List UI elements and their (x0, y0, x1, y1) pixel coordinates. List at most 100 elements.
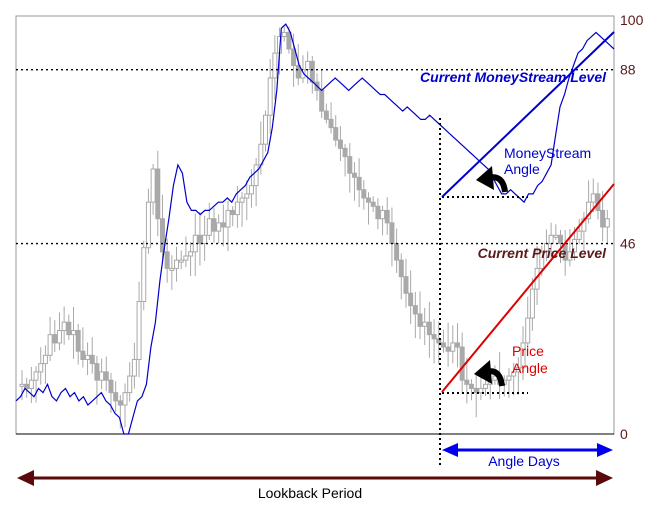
candle (42, 345, 48, 384)
candle-body (347, 156, 353, 174)
candle-body (553, 234, 559, 238)
candle (389, 207, 395, 267)
candle (267, 59, 273, 134)
candle (56, 312, 62, 351)
candle-body (506, 375, 512, 381)
angle-days-arrow (442, 443, 613, 457)
candle (347, 143, 353, 193)
candle (412, 292, 418, 339)
candle-body (71, 330, 77, 336)
candle (295, 43, 301, 86)
candle-body (56, 330, 62, 344)
candle-body (267, 77, 273, 116)
series-line-moneystream (15, 23, 615, 435)
current-moneystream-level-label: Current MoneyStream Level (420, 69, 607, 85)
candle-body (511, 371, 517, 377)
candle-body (586, 201, 592, 220)
lookback-period-label: Lookback Period (258, 485, 362, 501)
candle-body (216, 222, 222, 232)
candle (319, 69, 325, 119)
moneystream-angle-label-line1: MoneyStream (504, 145, 591, 161)
candle-body (520, 342, 526, 369)
candle-body (145, 201, 151, 249)
candle (24, 377, 30, 398)
candle-body (473, 387, 479, 394)
price-angle-label-line1: Price (512, 343, 544, 359)
candle-body (206, 218, 212, 236)
candle-body (342, 147, 348, 158)
candle (291, 33, 297, 87)
y-tick-label: 100 (620, 12, 644, 28)
candle (225, 200, 231, 251)
candle (85, 342, 91, 376)
candle-body (398, 259, 404, 278)
candle-body (239, 197, 245, 203)
candle (600, 191, 606, 242)
candle-body (483, 383, 489, 389)
candle-body (47, 334, 53, 356)
candle (581, 211, 587, 251)
candle-body (323, 110, 329, 120)
candle-body (572, 238, 578, 253)
candle (417, 291, 423, 340)
candle-body (178, 259, 184, 263)
candle-body (122, 392, 128, 406)
candle (515, 357, 521, 395)
candle (188, 242, 194, 276)
y-tick-label: 0 (620, 426, 628, 442)
candle (440, 329, 446, 353)
candle-body (174, 259, 180, 269)
candle-body (319, 89, 325, 112)
candle-body (440, 342, 446, 348)
candle (202, 215, 208, 261)
candle-body (141, 247, 147, 303)
candle-body (159, 218, 165, 253)
candle (511, 362, 517, 396)
candle (328, 102, 334, 134)
candle-body (108, 379, 114, 394)
price-angle-line (441, 183, 615, 393)
candle-body (99, 371, 105, 381)
candle (197, 211, 203, 266)
candle-body (262, 114, 268, 145)
candle-body (426, 321, 432, 336)
candle-body (75, 330, 81, 352)
moneystream-curved-arrow (476, 166, 508, 193)
candle (159, 194, 165, 263)
candle-body (19, 383, 25, 387)
candle-body (117, 400, 123, 406)
candle (103, 356, 109, 392)
candle-body (567, 251, 573, 261)
candle-body (389, 222, 395, 245)
candle-body (272, 52, 278, 79)
candle (61, 306, 67, 345)
candle-body (52, 334, 58, 344)
candle-body (89, 354, 95, 365)
candle-body (328, 118, 334, 129)
candle-body (417, 313, 423, 327)
candle-body (469, 383, 475, 389)
candle-body (581, 218, 587, 232)
candle (230, 206, 236, 227)
candle-body (600, 209, 606, 228)
y-tick-label: 88 (620, 62, 636, 78)
candle-body (422, 321, 428, 327)
candle (356, 158, 362, 208)
candle-body (291, 48, 297, 67)
candle-body (28, 379, 34, 389)
candle (384, 197, 390, 235)
candle (323, 103, 329, 124)
candle-body (515, 367, 521, 373)
candle (351, 162, 357, 201)
candle (71, 306, 77, 359)
candle-body (103, 371, 109, 381)
candle (422, 307, 428, 346)
candle (164, 238, 170, 283)
candle-body (548, 234, 554, 245)
candle (262, 110, 268, 152)
y-tick-group: 100 88 46 0 (620, 12, 644, 442)
candle-body (431, 334, 437, 340)
candle-body (61, 321, 67, 332)
candle (370, 196, 376, 212)
candle-body (131, 358, 137, 377)
